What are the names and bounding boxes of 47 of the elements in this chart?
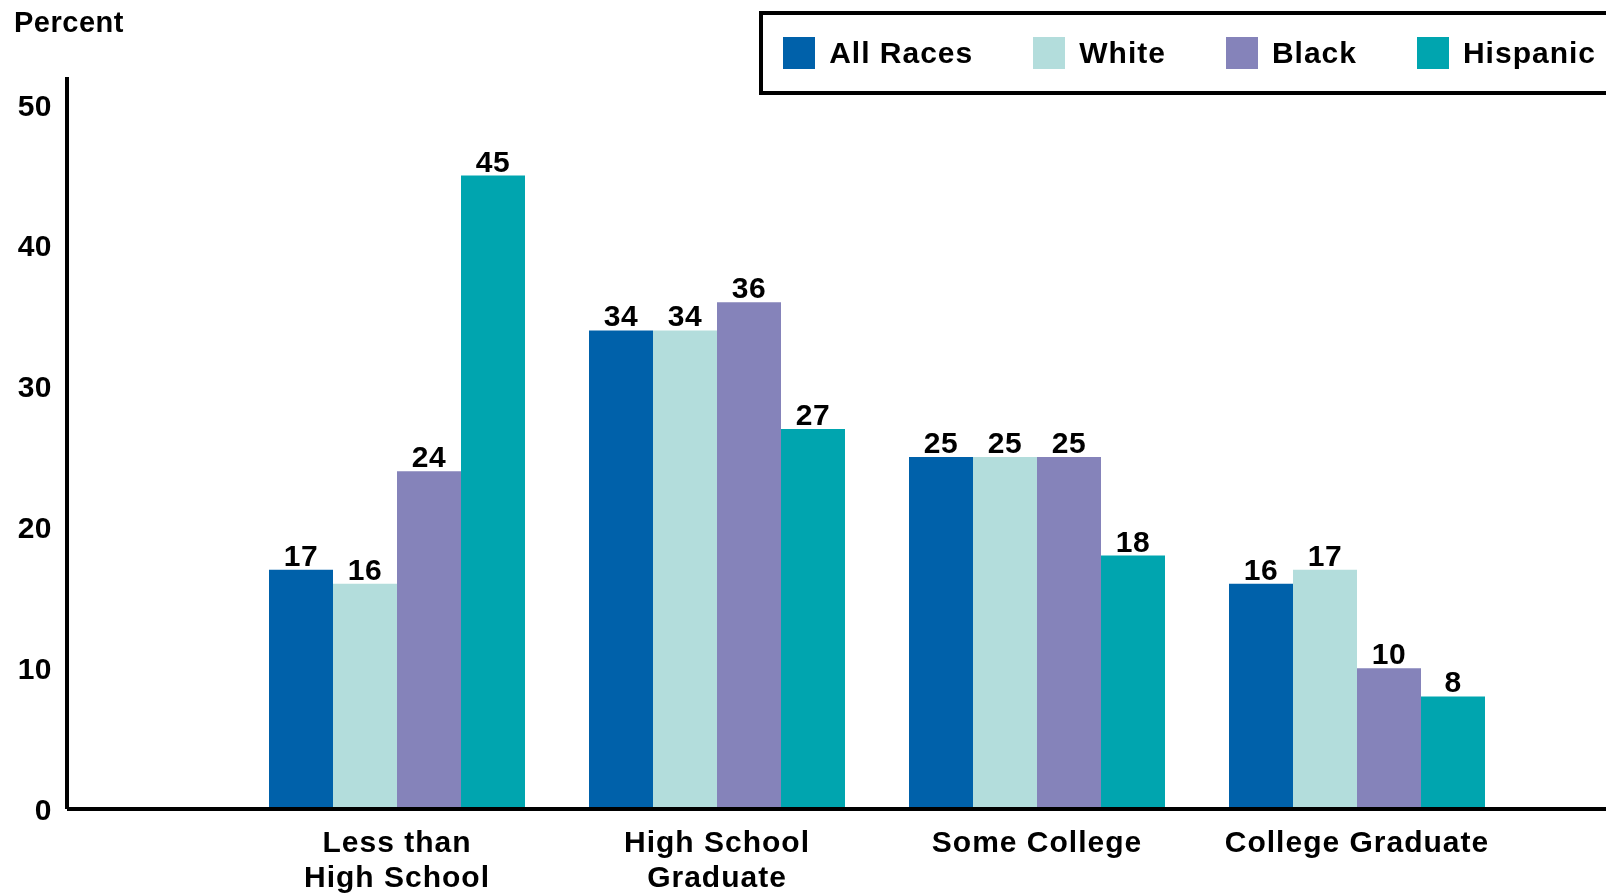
bar xyxy=(589,330,653,809)
bar xyxy=(973,457,1037,809)
bar xyxy=(781,428,845,809)
data-label: 45 xyxy=(475,144,511,178)
data-label: 24 xyxy=(411,440,447,474)
data-label: 18 xyxy=(1115,524,1151,558)
data-label: 16 xyxy=(1243,552,1279,586)
x-tick-label: Some College xyxy=(931,825,1143,858)
x-tick-label: College Graduate xyxy=(1224,825,1490,858)
y-tick-label: 50 xyxy=(17,88,52,122)
data-label: 17 xyxy=(283,538,319,572)
bar xyxy=(1421,696,1485,809)
data-label: 25 xyxy=(923,426,959,460)
y-tick-label: 40 xyxy=(17,229,52,263)
bar xyxy=(717,302,781,809)
bar xyxy=(1101,555,1165,809)
x-tick-label: High School Graduate xyxy=(624,825,810,893)
bar xyxy=(1357,668,1421,809)
bar xyxy=(1229,583,1293,809)
legend-label: Hispanic xyxy=(1462,36,1596,70)
x-tick-label: Less than High School xyxy=(304,825,490,893)
legend-label: White xyxy=(1079,36,1166,70)
bar xyxy=(1037,457,1101,809)
bar xyxy=(909,457,973,809)
y-axis-title: Percent xyxy=(14,5,124,39)
y-tick-label: 0 xyxy=(34,792,52,826)
y-tick-label: 30 xyxy=(17,370,52,404)
data-label: 34 xyxy=(603,299,639,333)
data-label: 34 xyxy=(667,299,703,333)
bar xyxy=(461,175,525,809)
data-label: 17 xyxy=(1307,538,1343,572)
legend-label: Black xyxy=(1271,36,1357,70)
data-label: 10 xyxy=(1371,637,1407,671)
bar xyxy=(333,583,397,809)
legend-label: All Races xyxy=(829,36,974,70)
data-label: 16 xyxy=(347,552,383,586)
bar xyxy=(397,471,461,809)
bar xyxy=(653,330,717,809)
data-label: 25 xyxy=(987,426,1023,460)
y-tick-label: 10 xyxy=(17,651,52,685)
bar xyxy=(269,569,333,809)
data-label: 25 xyxy=(1051,426,1087,460)
data-label: 36 xyxy=(731,271,767,305)
bar xyxy=(1293,569,1357,809)
data-label: 27 xyxy=(795,397,831,431)
data-label: 8 xyxy=(1444,665,1462,699)
y-tick-label: 20 xyxy=(17,510,52,544)
